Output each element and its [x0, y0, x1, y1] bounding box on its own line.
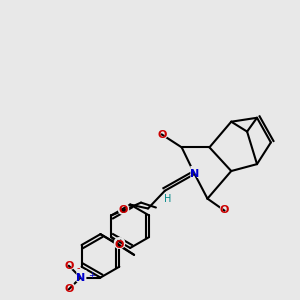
Text: O: O [218, 203, 231, 218]
Text: O: O [117, 203, 130, 218]
Text: O: O [118, 206, 128, 215]
Text: O: O [115, 240, 124, 250]
Text: N: N [74, 270, 87, 285]
Text: O: O [157, 130, 167, 140]
Text: O: O [62, 258, 75, 273]
Text: O: O [62, 282, 75, 297]
Text: N: N [188, 167, 201, 182]
Text: O: O [64, 284, 74, 294]
Text: N: N [76, 272, 85, 283]
Text: N: N [190, 169, 199, 179]
Text: O: O [220, 206, 229, 215]
Text: H: H [164, 194, 172, 204]
Text: -: - [77, 263, 80, 273]
Text: O: O [113, 238, 126, 253]
Text: +: + [88, 271, 95, 280]
Text: O: O [64, 261, 74, 271]
Text: O: O [155, 127, 168, 142]
